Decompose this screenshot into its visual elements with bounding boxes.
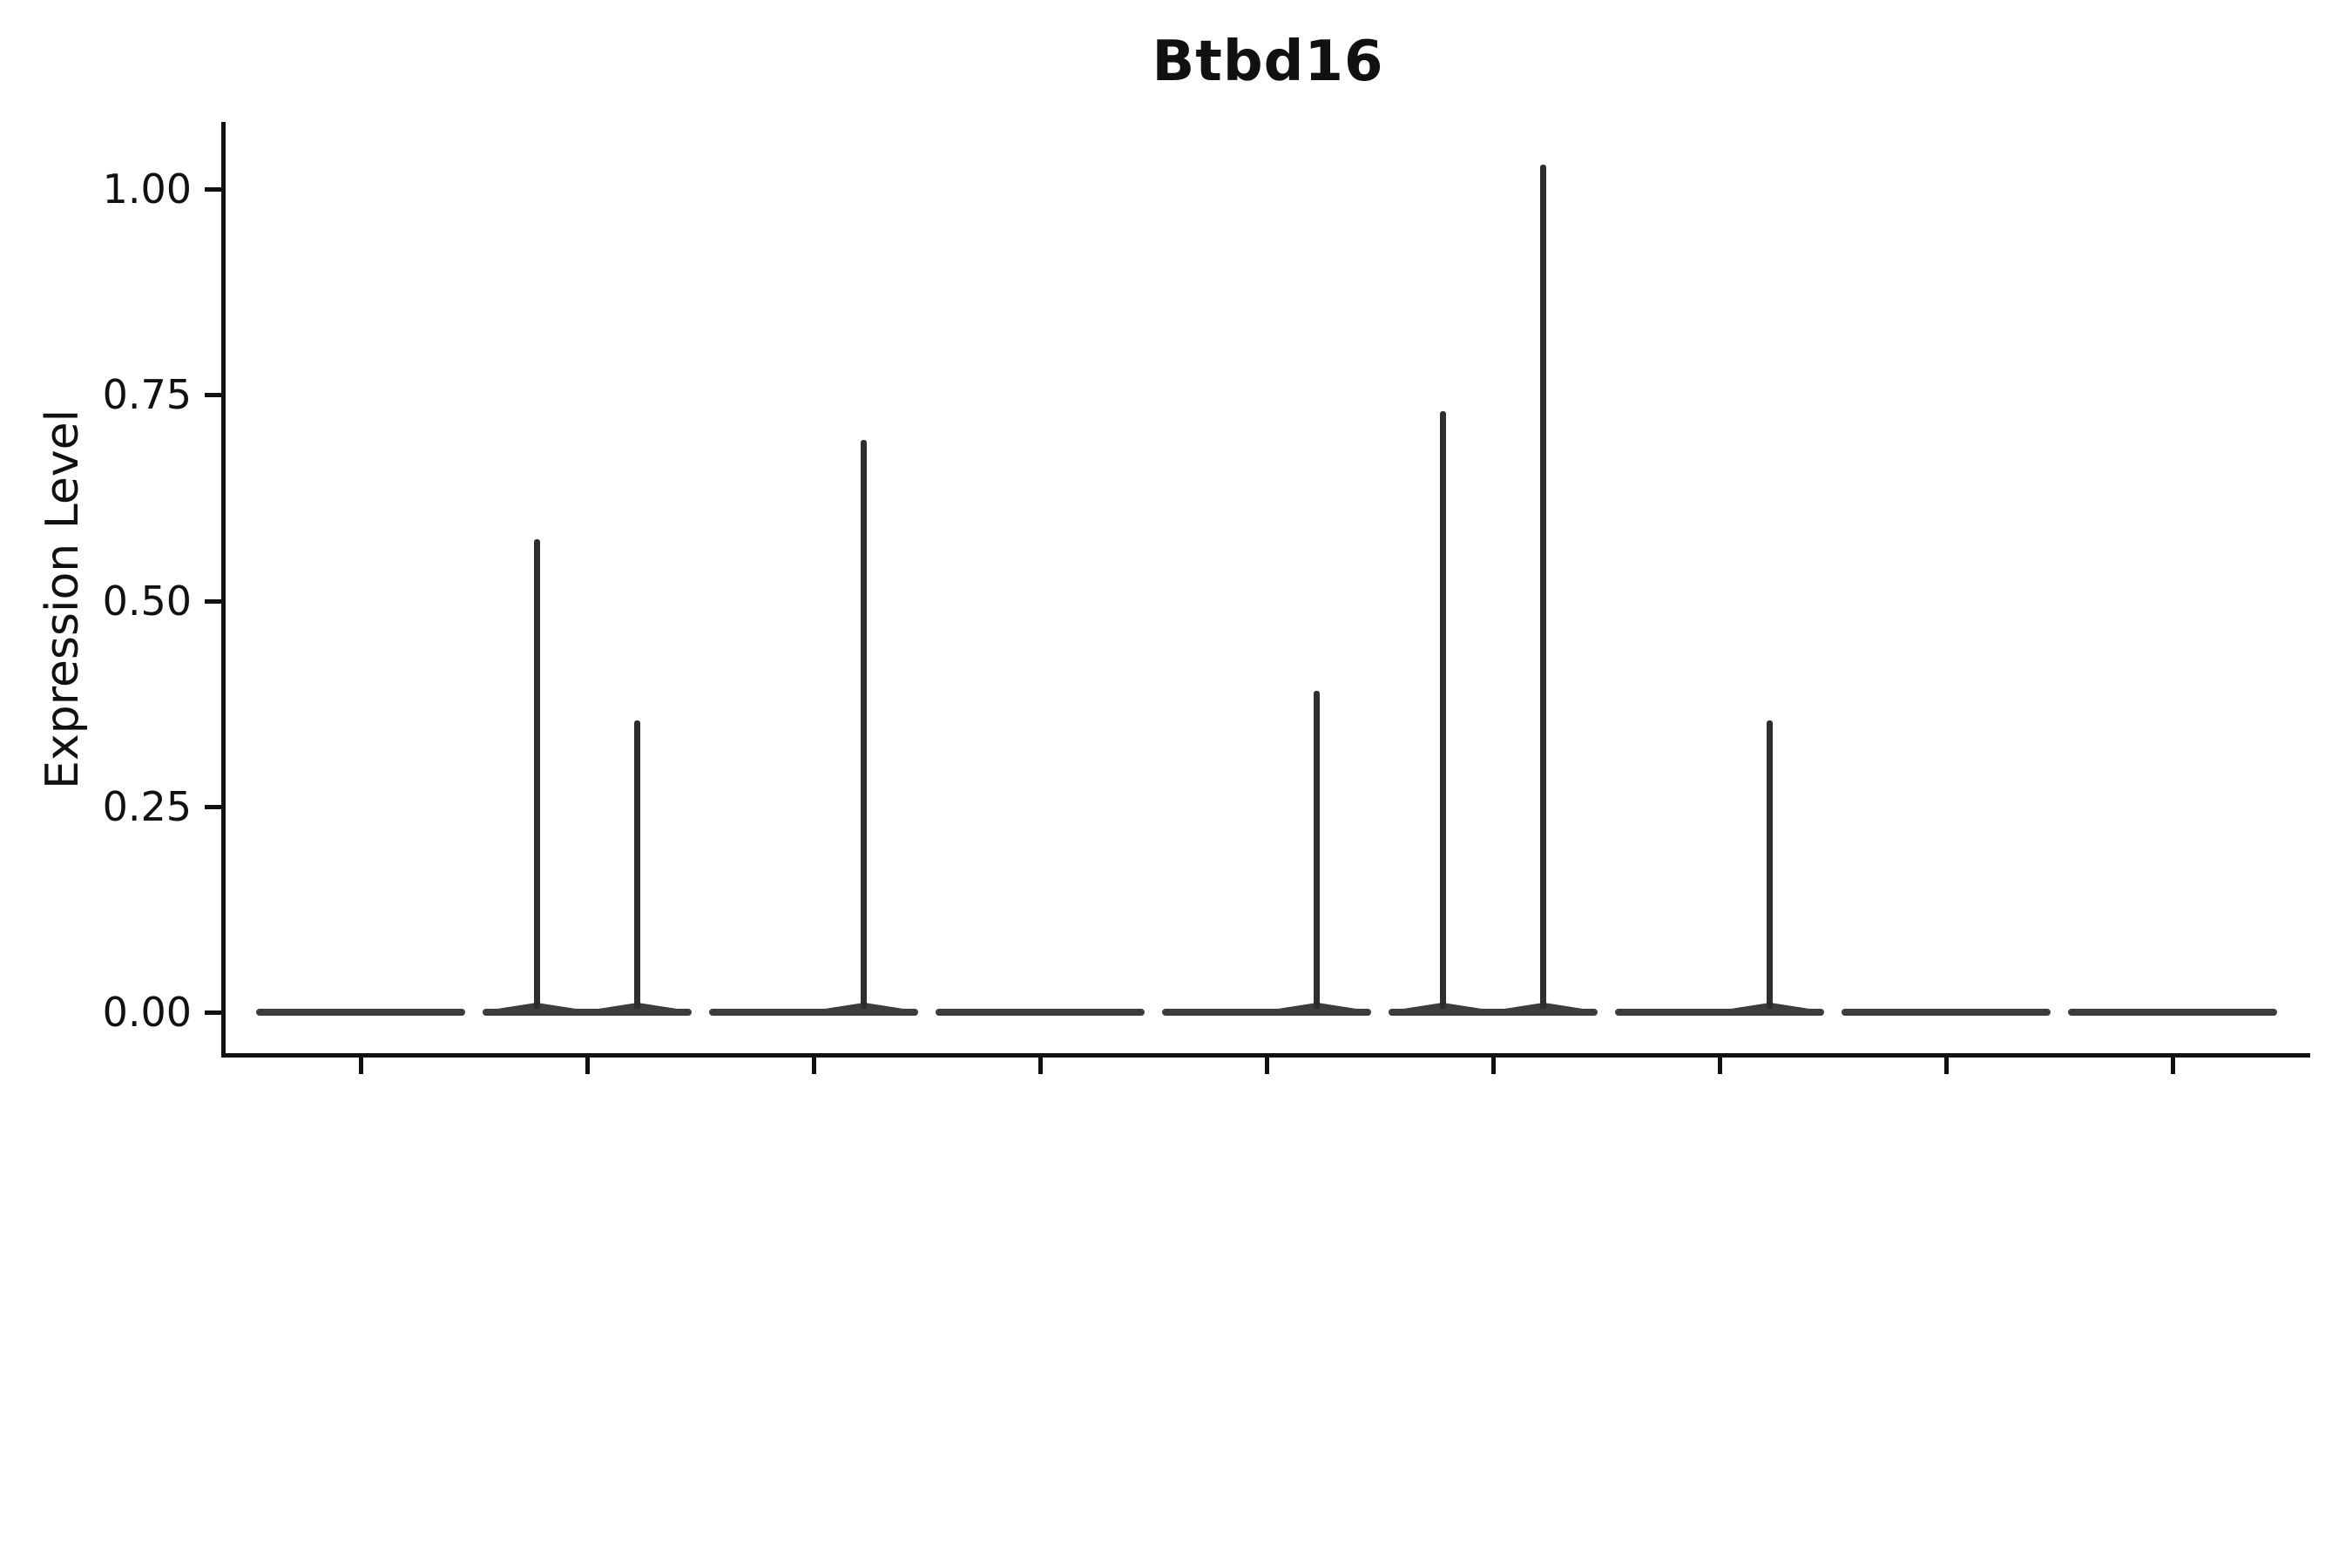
x-tick [2171, 1058, 2175, 1074]
y-tick-label: 0.00 [102, 989, 192, 1036]
x-tick [1944, 1058, 1949, 1074]
x-tick [585, 1058, 590, 1074]
y-tick [205, 393, 221, 398]
violin-body [1615, 1009, 1824, 1016]
y-tick-label: 0.75 [102, 371, 192, 419]
violin-spike [634, 720, 641, 1016]
x-axis-spine [221, 1053, 2310, 1058]
violin-body [709, 1009, 918, 1016]
violin-spike [861, 440, 868, 1016]
violin-body [1162, 1009, 1371, 1016]
violin-spike [1314, 691, 1321, 1016]
violin-spike [1439, 411, 1446, 1016]
violin-body [483, 1009, 692, 1016]
violin-spike [1540, 164, 1547, 1016]
x-tick [1718, 1058, 1722, 1074]
y-axis-spine [221, 122, 226, 1058]
violin-body [936, 1009, 1145, 1016]
y-tick-label: 0.50 [102, 577, 192, 625]
x-tick [812, 1058, 816, 1074]
y-tick-label: 1.00 [102, 166, 192, 213]
y-tick [205, 1010, 221, 1015]
x-tick [1265, 1058, 1269, 1074]
violin-spike [1767, 720, 1774, 1016]
violin-body [1842, 1009, 2051, 1016]
x-tick [359, 1058, 363, 1074]
y-tick [205, 598, 221, 604]
x-tick [1491, 1058, 1496, 1074]
violin-body [256, 1009, 465, 1016]
violin-spike [533, 538, 540, 1016]
violin-body [2068, 1009, 2277, 1016]
y-tick-label: 0.25 [102, 782, 192, 830]
y-tick [205, 187, 221, 192]
y-tick [205, 804, 221, 809]
x-tick [1038, 1058, 1043, 1074]
violin-body [1389, 1009, 1598, 1016]
chart-title: Btbd16 [1152, 30, 1384, 94]
